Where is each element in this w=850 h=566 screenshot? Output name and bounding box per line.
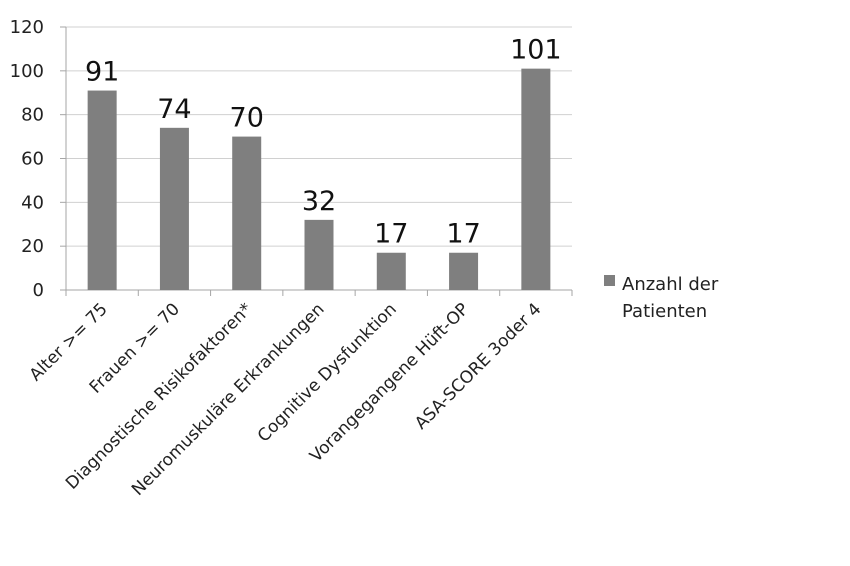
data-labels: 91 74 70 32 17 17 101 (85, 35, 562, 250)
bars (87, 68, 551, 291)
bar (304, 219, 334, 290)
gridlines (66, 26, 572, 247)
y-tick-label: 60 (21, 149, 44, 170)
data-label: 91 (85, 57, 119, 88)
y-tick-label: 0 (33, 280, 44, 301)
data-label: 74 (157, 94, 191, 125)
y-tick-labels: 0 20 40 60 80 100 120 (10, 17, 44, 301)
legend: Anzahl der Patienten (604, 274, 719, 322)
bar (376, 252, 406, 290)
bar (449, 252, 479, 290)
y-tick-label: 100 (10, 61, 44, 82)
y-tick-label: 120 (10, 17, 44, 38)
category-label: Cognitive Dysfunktion (254, 299, 401, 446)
bar (159, 127, 189, 290)
y-tick-label: 40 (21, 192, 44, 213)
bar (87, 90, 117, 290)
data-label: 17 (446, 219, 480, 250)
y-tick-label: 80 (21, 105, 44, 126)
data-label: 101 (510, 35, 562, 66)
bar (232, 136, 262, 290)
data-label: 32 (302, 186, 336, 217)
legend-label: Anzahl der (622, 274, 719, 295)
category-label: ASA-SCORE 3oder 4 (411, 299, 545, 433)
bar (521, 68, 551, 291)
y-tick-label: 20 (21, 236, 44, 257)
data-label: 70 (230, 103, 264, 134)
data-label: 17 (374, 219, 408, 250)
legend-label: Patienten (622, 301, 707, 322)
legend-swatch (604, 275, 615, 286)
